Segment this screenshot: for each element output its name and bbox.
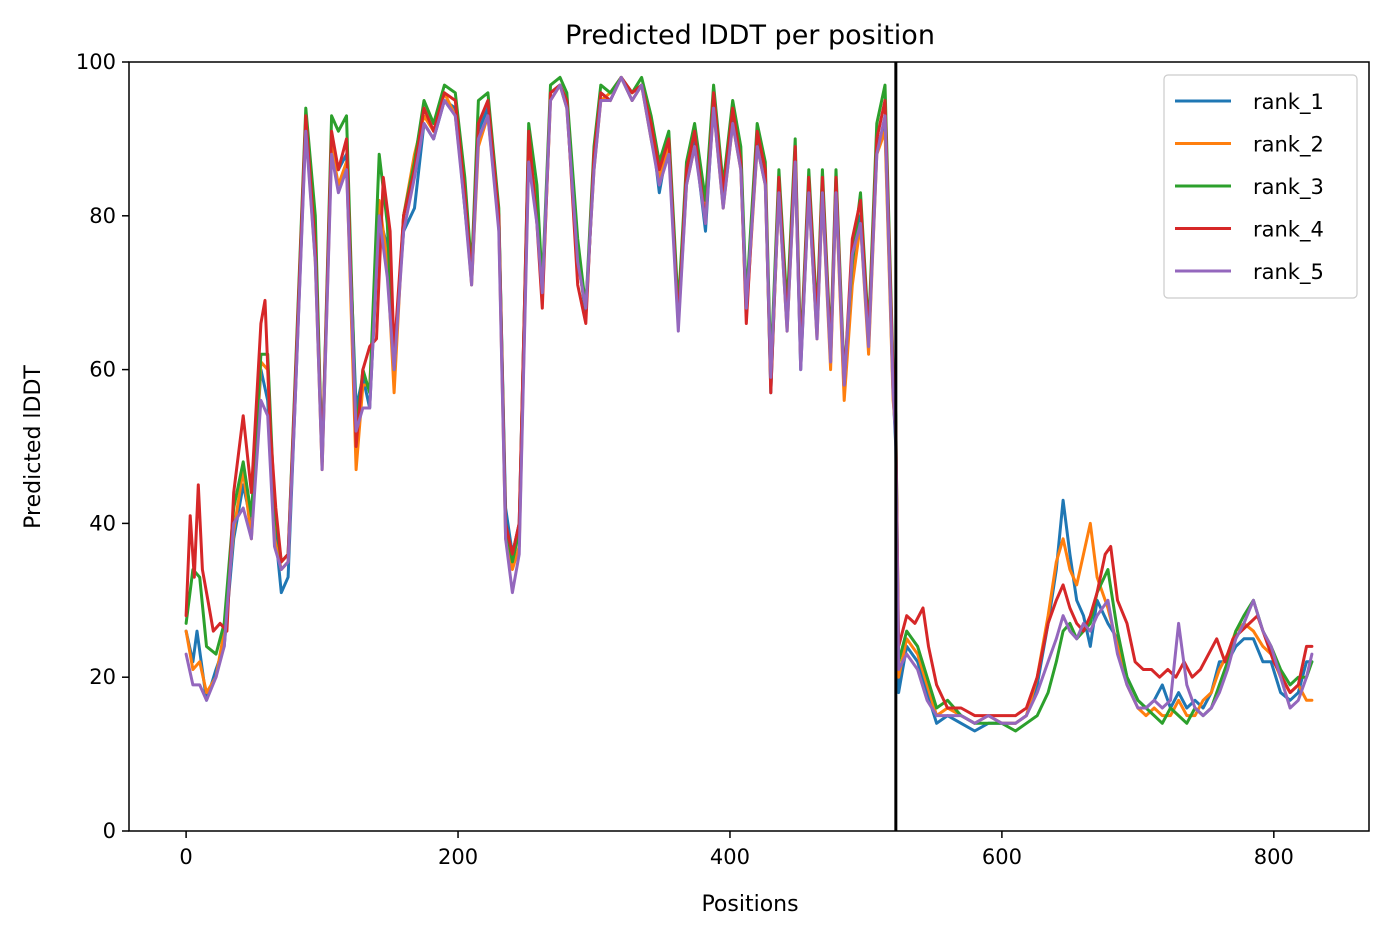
- x-tick-label: 200: [438, 845, 478, 869]
- x-tick-label: 400: [710, 845, 750, 869]
- series-layer: [184, 75, 1314, 733]
- chart-title: Predicted lDDT per position: [565, 20, 935, 51]
- y-tick-label: 80: [89, 204, 116, 228]
- legend-label-rank-2: rank_2: [1253, 133, 1324, 158]
- x-tick-label: 800: [1254, 845, 1294, 869]
- plot-frame: [128, 61, 1370, 832]
- y-tick-label: 40: [89, 511, 116, 535]
- series-line-rank-5: [184, 75, 1314, 725]
- legend-box: [1163, 74, 1358, 299]
- x-axis: 0 200 400 600 800: [179, 831, 1294, 869]
- legend-label-rank-3: rank_3: [1253, 175, 1324, 200]
- y-axis: 0 20 40 60 80 100: [76, 50, 129, 843]
- y-axis-label: Predicted lDDT: [21, 365, 46, 529]
- x-tick-label: 0: [179, 845, 192, 869]
- legend-label-rank-1: rank_1: [1253, 90, 1324, 115]
- y-tick-label: 60: [89, 358, 116, 382]
- x-tick-label: 600: [982, 845, 1022, 869]
- legend: rank_1 rank_2 rank_3 rank_4 rank_5: [1163, 74, 1358, 299]
- y-tick-label: 0: [103, 819, 116, 843]
- y-tick-label: 100: [76, 50, 116, 74]
- y-tick-label: 20: [89, 665, 116, 689]
- legend-label-rank-4: rank_4: [1253, 218, 1324, 243]
- x-axis-label: Positions: [701, 892, 798, 917]
- legend-label-rank-5: rank_5: [1253, 260, 1324, 285]
